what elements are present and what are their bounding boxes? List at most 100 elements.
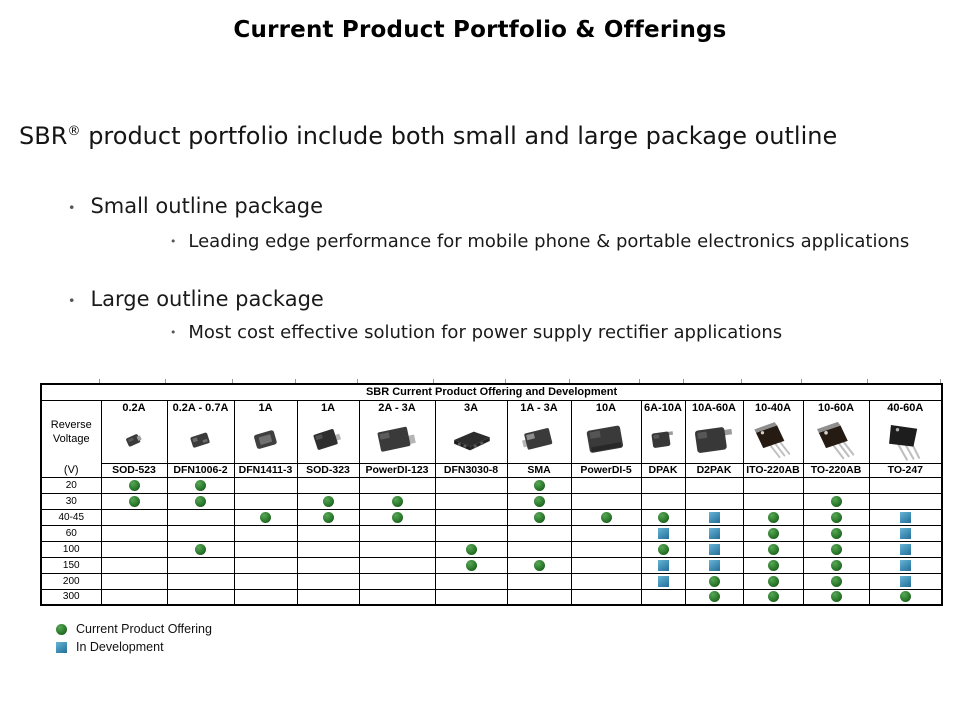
- status-cell: [358, 524, 436, 542]
- status-cell: [684, 556, 744, 574]
- status-cell: [570, 476, 642, 494]
- status-cell: [640, 556, 686, 574]
- to247-package-icon: [889, 424, 921, 461]
- package-name-label: ITO-220AB: [742, 462, 804, 478]
- ito220-package-icon: [754, 421, 791, 458]
- status-cell: [233, 524, 298, 542]
- status-cell: [742, 492, 804, 510]
- bullet-small-outline: • Small outline package: [68, 194, 323, 218]
- status-cell: [434, 476, 508, 494]
- column-header-to-220ab: 10-60A: [802, 399, 870, 464]
- voltage-label: 100: [40, 540, 102, 558]
- status-cell: [640, 540, 686, 558]
- tick-mark: [358, 379, 434, 383]
- reverse-voltage-header: Reverse Voltage (V): [40, 399, 102, 478]
- legend-item-offering: Current Product Offering: [56, 622, 212, 636]
- slide-title: Current Product Portfolio & Offerings: [233, 17, 727, 43]
- status-cell: [296, 524, 360, 542]
- powerdi123-package-icon: [377, 426, 416, 452]
- status-cell: [742, 588, 804, 606]
- status-cell: [166, 556, 235, 574]
- bullet-icon: •: [68, 292, 76, 308]
- tick-mark: [233, 379, 296, 383]
- voltage-row-30: 30: [40, 492, 943, 510]
- status-cell: [506, 572, 572, 590]
- offering-dot-icon: [533, 495, 545, 507]
- status-cell: [296, 556, 360, 574]
- sub-bullet-text: Most cost effective solution for power s…: [188, 322, 783, 343]
- status-cell: [742, 524, 804, 542]
- development-square-icon: [708, 511, 720, 523]
- d2pak-package-icon: [694, 426, 733, 453]
- tick-mark: [742, 379, 802, 383]
- column-header-sod-523: 0.2A: [100, 399, 168, 464]
- status-cell: [100, 476, 168, 494]
- status-cell: [684, 508, 744, 526]
- status-cell: [570, 540, 642, 558]
- offering-dot-icon: [322, 511, 334, 523]
- status-cell: [358, 492, 436, 510]
- status-cell: [868, 476, 943, 494]
- voltage-row-300: 300: [40, 588, 943, 606]
- status-cell: [802, 508, 870, 526]
- voltage-label: 200: [40, 572, 102, 590]
- package-name-label: PowerDI-123: [358, 462, 436, 478]
- status-cell: [868, 524, 943, 542]
- status-cell: [802, 588, 870, 606]
- offering-dot-icon: [830, 495, 842, 507]
- tick-mark: [40, 379, 100, 383]
- bullet-label: Large outline package: [90, 287, 324, 311]
- offering-dot-icon: [260, 511, 271, 523]
- voltage-row-60: 60: [40, 524, 943, 542]
- dfn1006-package-icon: [190, 432, 210, 448]
- status-cell: [802, 572, 870, 590]
- status-cell: [506, 556, 572, 574]
- offering-dot-icon: [767, 511, 779, 523]
- status-cell: [233, 492, 298, 510]
- package-name-label: PowerDI-5: [570, 462, 642, 478]
- offering-dot-icon: [830, 527, 842, 539]
- tick-mark: [868, 379, 941, 383]
- current-rating-label: 1A: [320, 401, 336, 414]
- voltage-row-200: 200: [40, 572, 943, 590]
- status-cell: [233, 476, 298, 494]
- status-cell: [506, 492, 572, 510]
- dfn3030-package-icon: [454, 431, 490, 450]
- legend-label: Current Product Offering: [76, 622, 212, 636]
- current-rating-label: 2A - 3A: [378, 401, 416, 414]
- development-square-icon: [708, 527, 720, 539]
- status-cell: [570, 492, 642, 510]
- package-name-label: SMA: [506, 462, 572, 478]
- bullet-large-outline: • Large outline package: [68, 287, 324, 311]
- development-square-icon: [708, 543, 720, 555]
- status-cell: [684, 588, 744, 606]
- blue-square-icon: [56, 641, 67, 653]
- status-cell: [640, 524, 686, 542]
- offering-dot-icon: [767, 527, 779, 539]
- offering-dot-icon: [899, 591, 911, 603]
- status-cell: [434, 540, 508, 558]
- status-cell: [684, 572, 744, 590]
- current-rating-label: 10A-60A: [691, 401, 737, 414]
- offering-dot-icon: [128, 479, 140, 491]
- development-square-icon: [899, 511, 911, 523]
- development-square-icon: [708, 559, 720, 571]
- offering-dot-icon: [830, 591, 842, 603]
- sma-package-icon: [522, 427, 553, 450]
- table-title-row: SBR Current Product Offering and Develop…: [40, 383, 943, 401]
- status-cell: [233, 540, 298, 558]
- status-cell: [802, 524, 870, 542]
- status-cell: [166, 572, 235, 590]
- development-square-icon: [657, 575, 669, 587]
- offering-dot-icon: [533, 511, 545, 523]
- offering-dot-icon: [128, 495, 140, 507]
- status-cell: [868, 588, 943, 606]
- status-cell: [868, 572, 943, 590]
- status-cell: [434, 508, 508, 526]
- offering-dot-icon: [767, 591, 779, 603]
- status-cell: [100, 556, 168, 574]
- column-header-dpak: 6A-10A: [640, 399, 686, 464]
- status-cell: [684, 492, 744, 510]
- voltage-label: 20: [40, 476, 102, 494]
- dpak-package-icon: [651, 430, 674, 448]
